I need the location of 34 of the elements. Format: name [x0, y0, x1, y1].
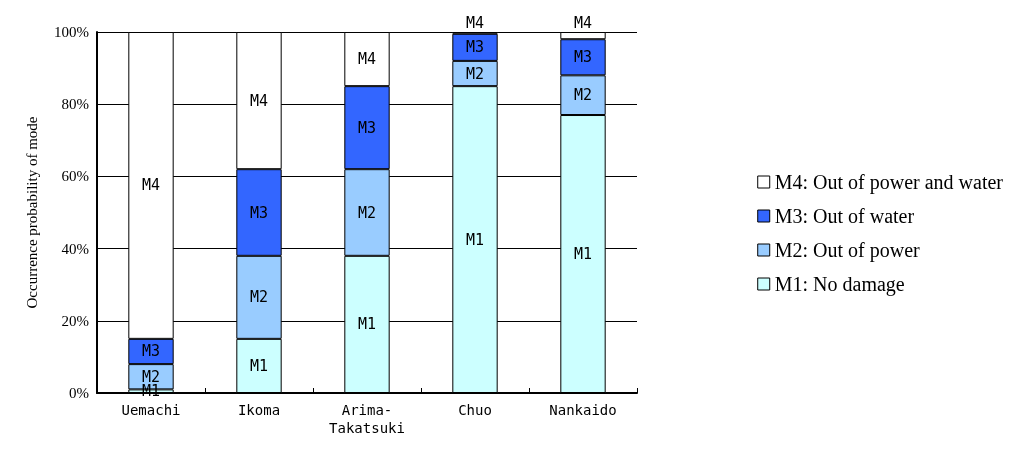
y-axis-title: Occurrence probability of mode — [23, 116, 40, 309]
data-label: M2 — [465, 64, 485, 83]
data-label: M3 — [357, 118, 377, 137]
data-label: M2 — [249, 288, 269, 307]
y-tick-label: 60% — [61, 168, 89, 185]
data-label: M3 — [465, 38, 485, 57]
x-tick-label: Arima-Takatsuki — [329, 402, 405, 436]
y-tick-label: 20% — [61, 312, 89, 329]
legend-label: M3: Out of water — [774, 205, 915, 227]
y-tick-label: 40% — [61, 240, 89, 257]
x-tick-label: Ikoma — [237, 402, 281, 418]
legend-label: M4: Out of power and water — [774, 171, 1004, 194]
y-tick-label: 100% — [54, 24, 89, 40]
data-label: M3 — [141, 342, 161, 361]
data-label: M1 — [357, 315, 377, 334]
data-label: M4 — [249, 91, 269, 110]
y-tick-label: 80% — [61, 96, 89, 113]
x-tick-label: Uemachi — [121, 402, 181, 418]
data-label: M3 — [573, 48, 593, 67]
x-tick-label: Nankaido — [549, 402, 617, 418]
data-label: M1 — [465, 230, 485, 249]
x-tick-label: Chuo — [458, 402, 492, 418]
data-label: M1 — [249, 356, 269, 375]
legend-label: M2: Out of power — [774, 239, 921, 262]
data-label: M4 — [357, 50, 377, 69]
data-label: M4 — [141, 176, 161, 195]
legend-label: M1: No damage — [774, 273, 905, 296]
data-label: M2 — [357, 203, 377, 222]
data-label: M4 — [573, 13, 593, 32]
y-tick-label: 0% — [69, 385, 89, 401]
data-label: M2 — [573, 86, 593, 105]
data-label: M1 — [573, 245, 593, 264]
data-label: M4 — [465, 13, 485, 32]
data-label: M3 — [249, 203, 269, 222]
